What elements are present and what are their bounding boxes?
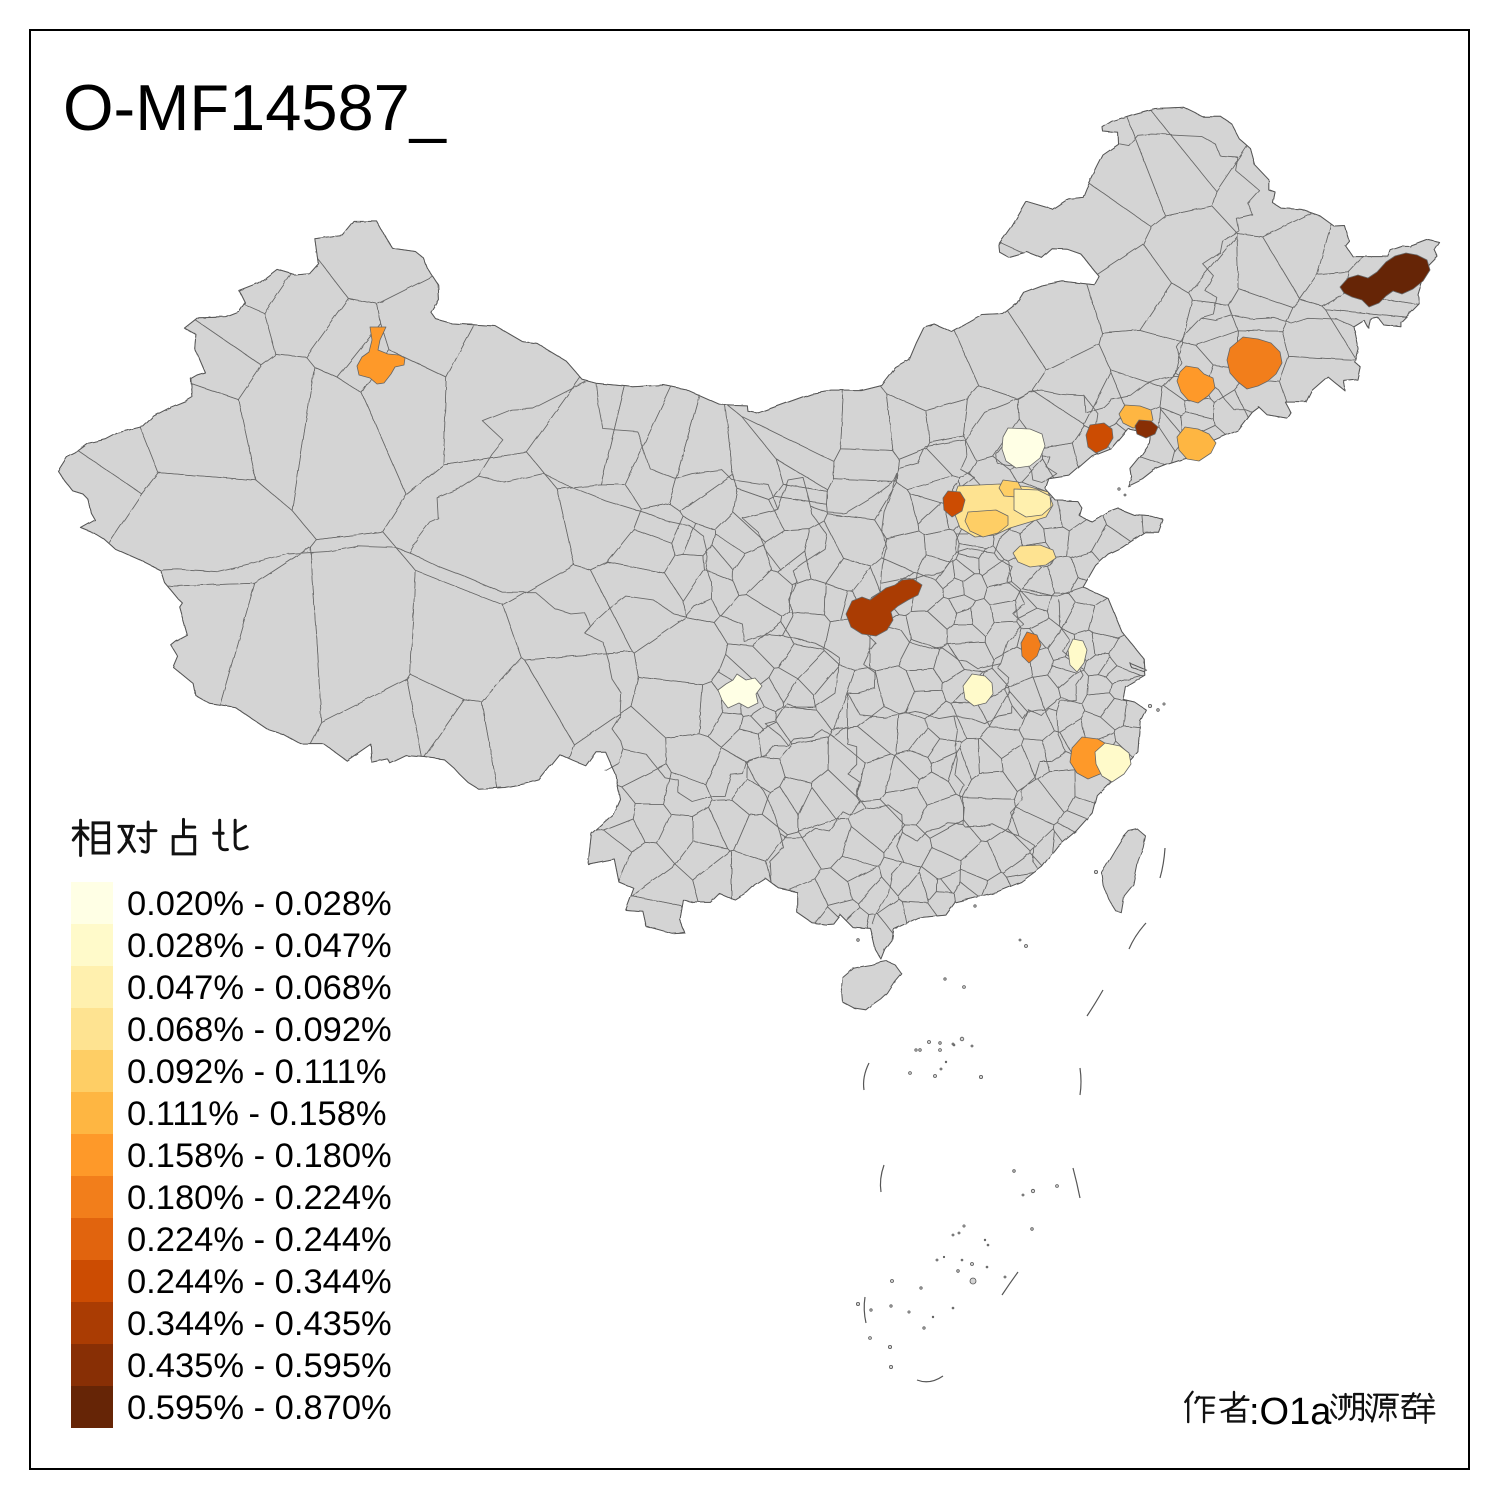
- svg-text:0.068% - 0.092%: 0.068% - 0.092%: [127, 1011, 392, 1049]
- svg-text:0.344% - 0.435%: 0.344% - 0.435%: [127, 1305, 392, 1343]
- svg-text:0.047% - 0.068%: 0.047% - 0.068%: [127, 969, 392, 1007]
- svg-text::O1a: :O1a: [1249, 1391, 1332, 1433]
- svg-text:0.224% - 0.244%: 0.224% - 0.244%: [127, 1221, 392, 1259]
- svg-text:0.595% - 0.870%: 0.595% - 0.870%: [127, 1389, 392, 1427]
- svg-text:0.092% - 0.111%: 0.092% - 0.111%: [127, 1053, 387, 1091]
- svg-text:0.180% - 0.224%: 0.180% - 0.224%: [127, 1179, 392, 1217]
- svg-text:0.020% - 0.028%: 0.020% - 0.028%: [127, 885, 392, 923]
- svg-text:0.158% - 0.180%: 0.158% - 0.180%: [127, 1137, 392, 1175]
- svg-text:0.244% - 0.344%: 0.244% - 0.344%: [127, 1263, 392, 1301]
- svg-text:0.111% - 0.158%: 0.111% - 0.158%: [127, 1095, 387, 1133]
- svg-text:O-MF14587_: O-MF14587_: [63, 71, 447, 144]
- svg-text:0.435% - 0.595%: 0.435% - 0.595%: [127, 1347, 392, 1385]
- svg-text:0.028% - 0.047%: 0.028% - 0.047%: [127, 927, 392, 965]
